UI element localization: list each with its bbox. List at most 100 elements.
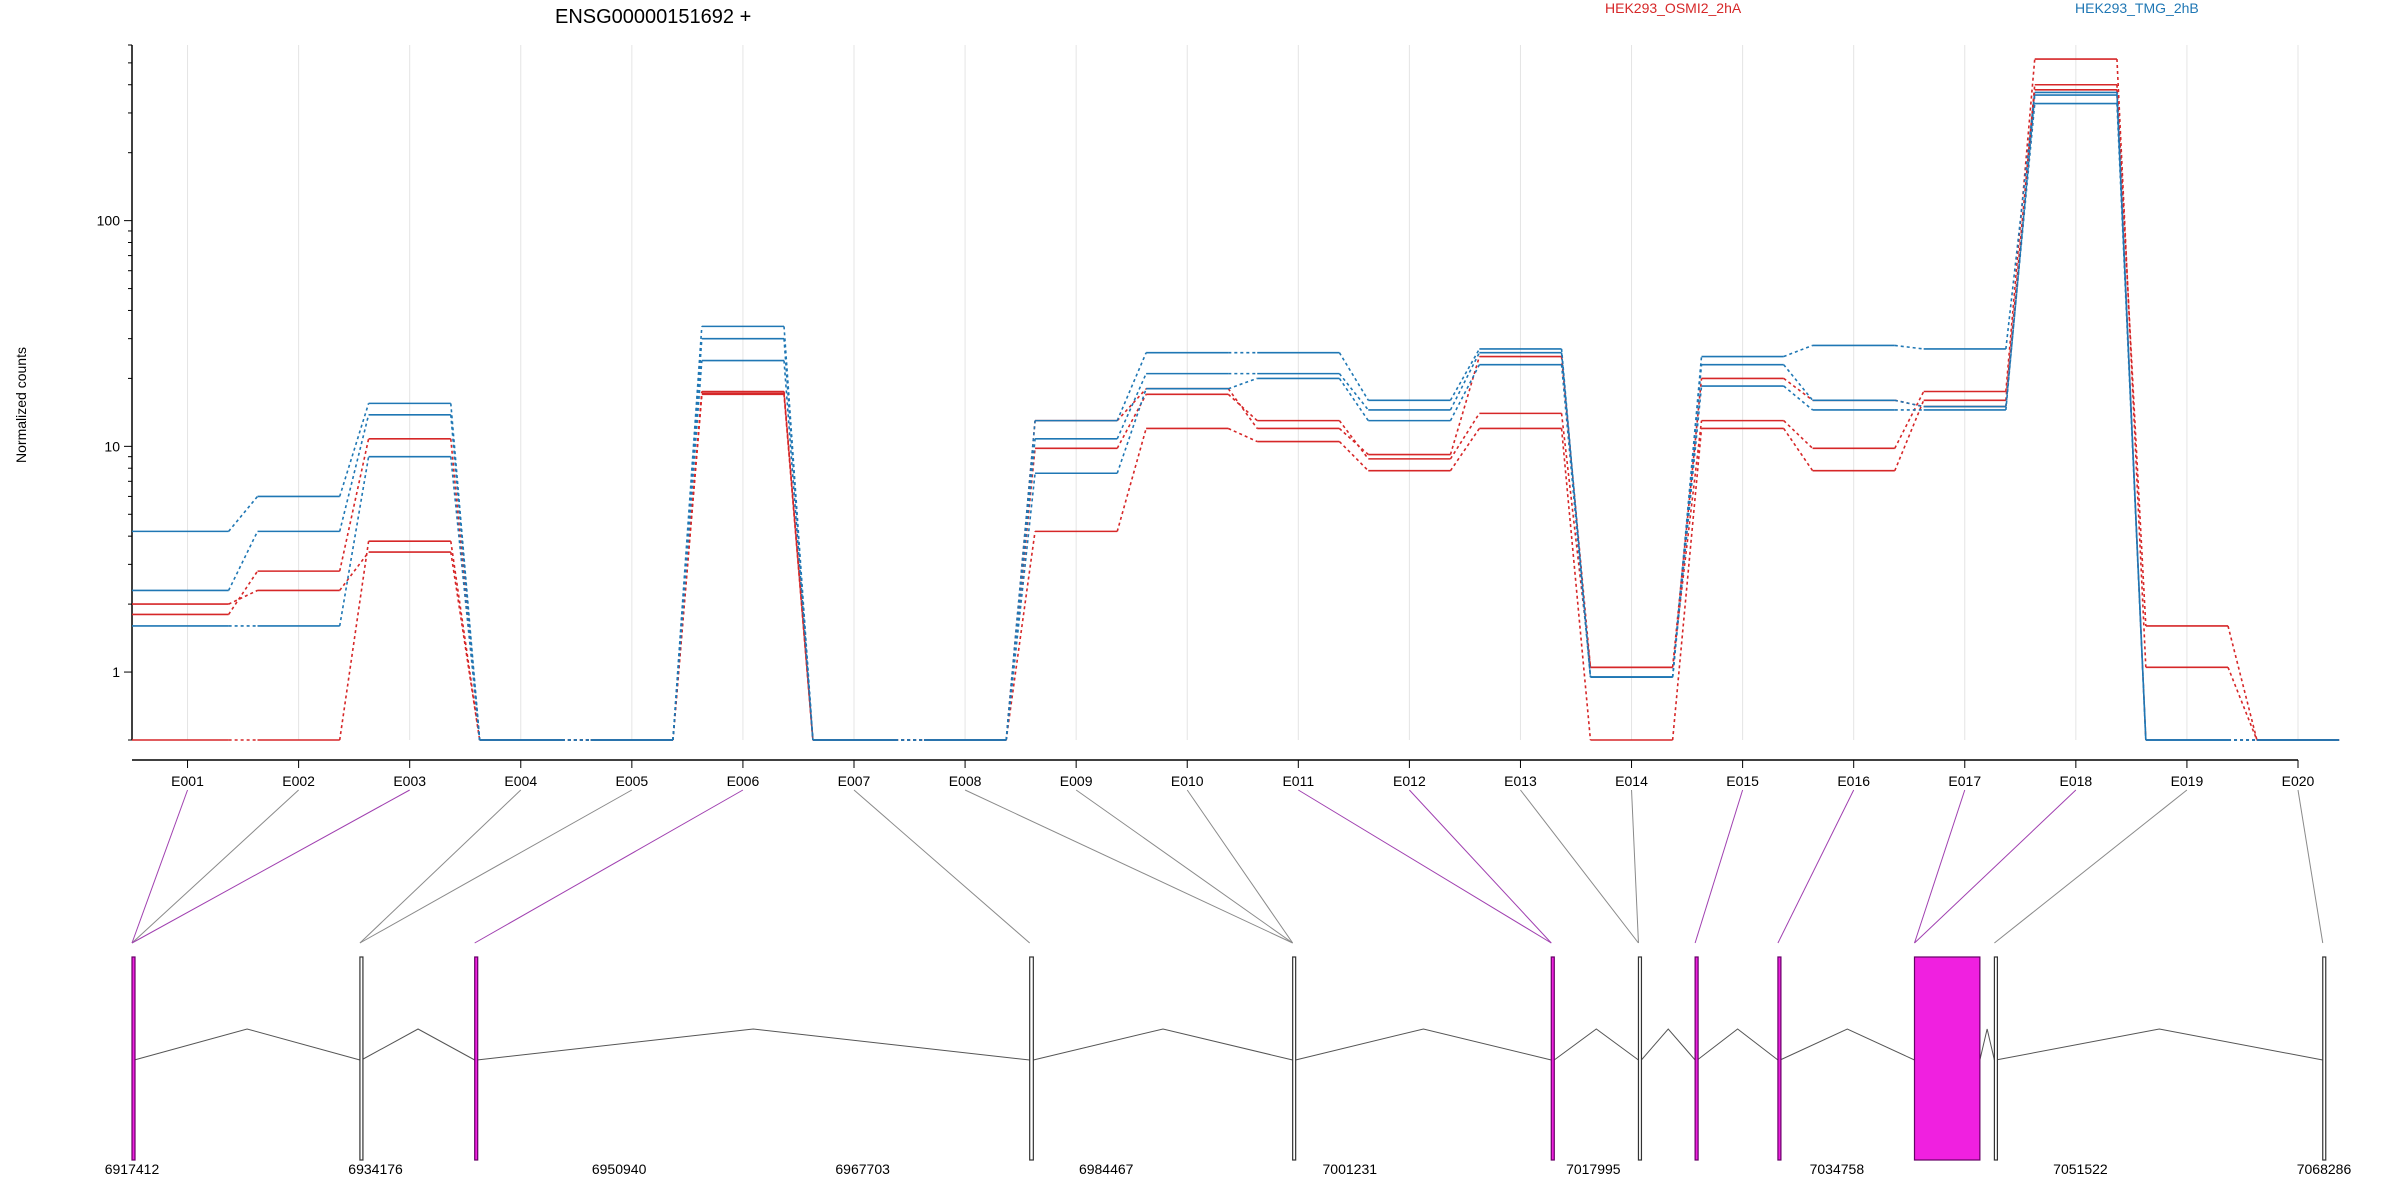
series-2-link [1227, 388, 1258, 429]
series-2 [132, 88, 2340, 741]
series-5-link [1228, 377, 1258, 390]
intron-9 [1979, 1028, 1995, 1061]
x-tick-label-E004: E004 [504, 773, 537, 789]
genomic-tick-label: 6950940 [592, 1161, 647, 1177]
genomic-tick-label: 7068286 [2297, 1161, 2352, 1177]
x-tick-label-E019: E019 [2171, 773, 2204, 789]
series-1-link [1449, 412, 1481, 460]
connector-E020 [2297, 789, 2324, 944]
connector-E019 [1994, 789, 2188, 944]
x-tick-label-E011: E011 [1282, 773, 1314, 789]
exon-block-E019 [1993, 956, 1999, 1161]
genomic-tick-label: 6934176 [348, 1161, 403, 1177]
series-0-link [1560, 428, 1592, 741]
connector-E012 [1409, 789, 1552, 944]
series-4-link [1894, 399, 1924, 408]
x-tick-label-E020: E020 [2282, 773, 2315, 789]
intron-2 [476, 1028, 1030, 1061]
series-0-link [2227, 625, 2258, 741]
exon-block-E006 [474, 956, 479, 1161]
intron-0 [134, 1028, 361, 1061]
exon-block-E008 [1292, 956, 1297, 1161]
intron-6 [1640, 1028, 1696, 1061]
exon-block-E017 [1913, 956, 1981, 1161]
y-axis-label: Normalized counts [13, 347, 29, 463]
connector-E015 [1694, 789, 1744, 944]
x-tick-label-E018: E018 [2059, 773, 2092, 789]
series-5-link [338, 456, 370, 627]
series-1-link [783, 391, 814, 741]
connector-E005 [359, 789, 633, 944]
exon-block-E007 [1029, 956, 1034, 1161]
series-5-link [1560, 364, 1592, 678]
connector-E002 [131, 789, 299, 944]
exon-connectors [131, 789, 2324, 944]
series-2-link [1783, 377, 1814, 401]
series-1-link [2227, 666, 2258, 741]
series-2-link [1116, 388, 1147, 422]
series-3-link [1783, 344, 1813, 358]
genomic-tick-label: 7001231 [1323, 1161, 1378, 1177]
intron-8 [1779, 1028, 1915, 1061]
series-1-link [1338, 420, 1369, 460]
exon-block-E011 [1550, 956, 1555, 1161]
series-3-link [1560, 348, 1592, 678]
series-5-link [1005, 473, 1036, 741]
connector-E003 [131, 789, 410, 944]
series-3-link [1338, 352, 1369, 401]
y-tick-label: 1 [112, 664, 120, 680]
series-1-link [1227, 393, 1258, 422]
x-tick-label-E002: E002 [282, 773, 315, 789]
connector-E014 [1631, 789, 1639, 944]
series-1-link [1894, 391, 1925, 449]
exon-block-E013 [1637, 956, 1643, 1161]
x-tick-label-E012: E012 [1393, 773, 1426, 789]
x-tick-label-E008: E008 [949, 773, 982, 789]
intron-3 [1033, 1028, 1293, 1061]
genomic-tick-label: 6984467 [1079, 1161, 1134, 1177]
series-4-link [1116, 373, 1147, 440]
series-4-link [1783, 364, 1814, 401]
series-5-link [1449, 364, 1481, 421]
series-1-link [2005, 58, 2036, 392]
y-tick-label: 10 [104, 438, 120, 454]
series-2-link [449, 438, 481, 741]
series-3-link [2005, 92, 2036, 350]
connector-E016 [1777, 789, 1855, 944]
connector-E010 [1186, 789, 1294, 944]
series-3-link [228, 495, 259, 532]
series-4-link [2116, 103, 2147, 741]
intron-7 [1696, 1028, 1779, 1061]
exon-block-E016 [1777, 956, 1782, 1161]
connector-E013 [1520, 789, 1639, 944]
intron-4 [1295, 1028, 1552, 1061]
x-tick-label-E007: E007 [838, 773, 871, 789]
series-0-link [1783, 428, 1814, 472]
series-3 [132, 91, 2340, 741]
x-tick-label-E014: E014 [1615, 773, 1648, 789]
exon-block-E004 [359, 956, 364, 1161]
series-5-link [1338, 377, 1369, 422]
y-tick-label: 100 [97, 213, 121, 229]
series-0-link [1671, 428, 1703, 741]
chart-title: ENSG00000151692 + [555, 6, 751, 28]
x-tick-label-E005: E005 [615, 773, 648, 789]
series-1-link [1116, 393, 1147, 449]
genomic-tick-label: 6967703 [835, 1161, 890, 1177]
connector-E001 [131, 789, 189, 944]
series-4-link [227, 531, 259, 591]
connector-E008 [964, 789, 1293, 944]
series-4 [132, 102, 2340, 741]
series-2-link [1449, 356, 1481, 455]
series-5-link [1116, 388, 1147, 474]
legend-entry-osmi2: HEK293_OSMI2_2hA [1605, 0, 1742, 16]
series-2-link [1338, 427, 1369, 456]
intron-10 [1995, 1028, 2323, 1061]
series-1-link [450, 551, 481, 741]
x-tick-label-E006: E006 [727, 773, 760, 789]
x-tick-label-E017: E017 [1948, 773, 1981, 789]
series-3-link [1116, 352, 1147, 421]
series-0-link [1116, 428, 1147, 532]
series-4-link [338, 414, 370, 532]
series-5-link [1671, 385, 1703, 678]
